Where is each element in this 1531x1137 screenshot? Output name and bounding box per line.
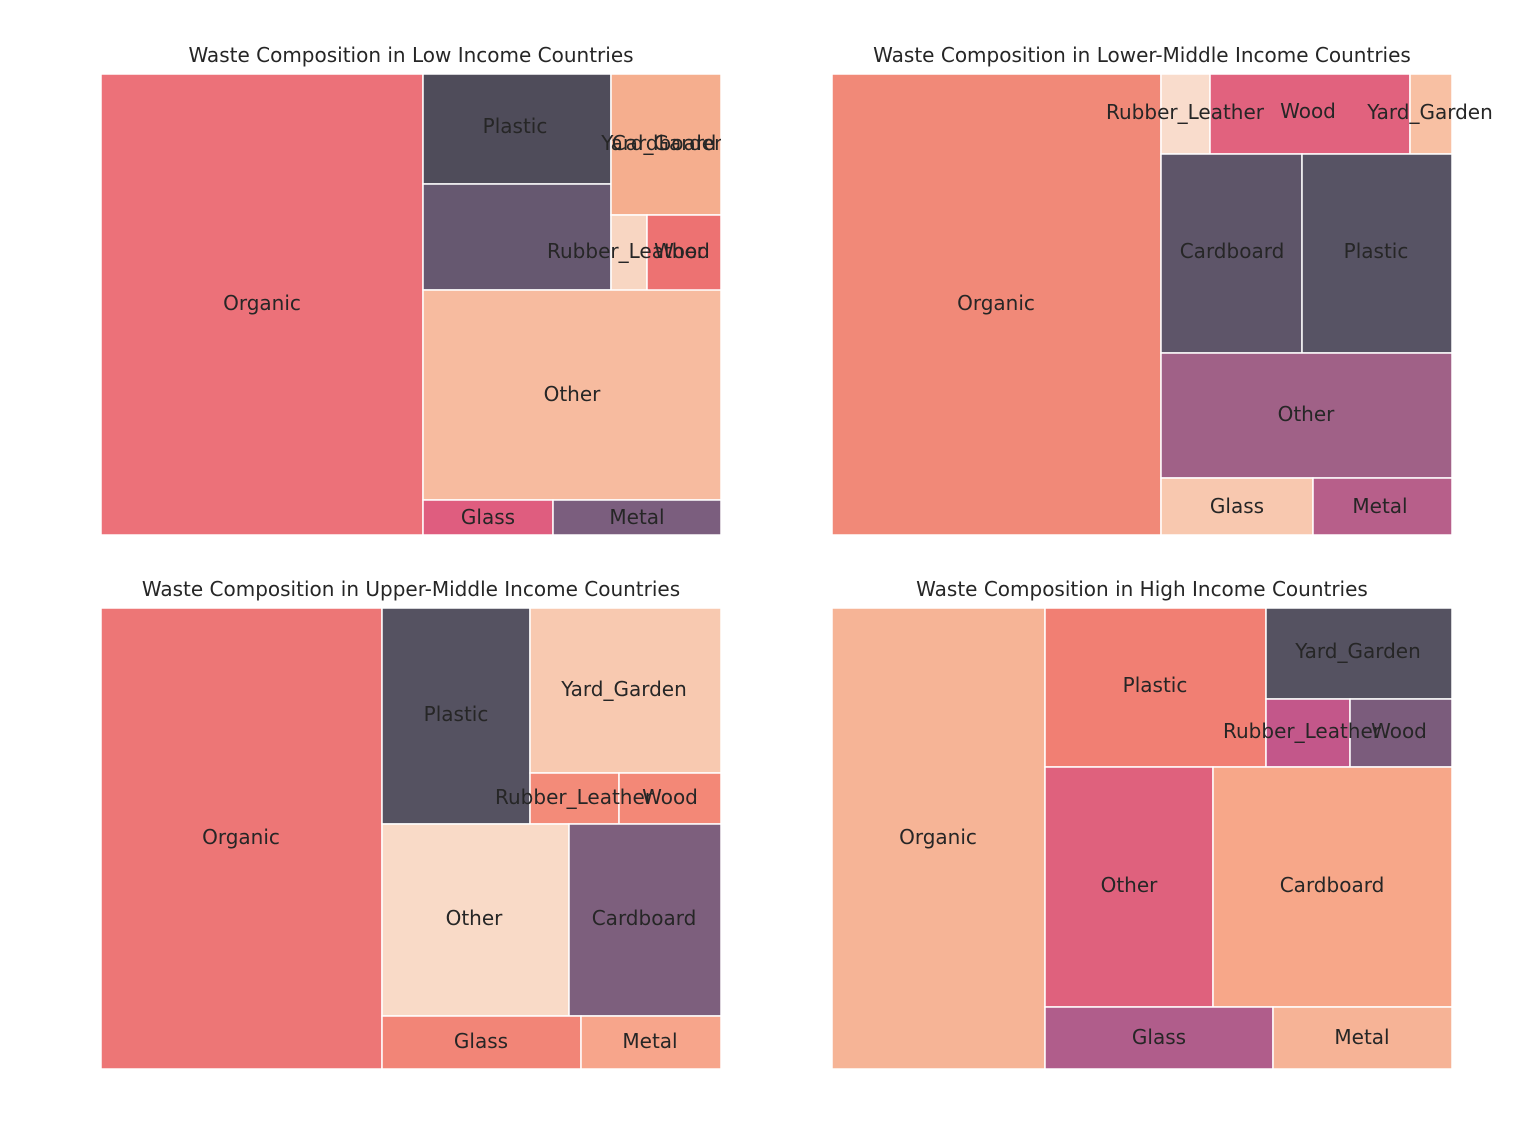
treemap-panel-high: Waste Composition in High Income Countri… — [832, 574, 1452, 1070]
treemap-cell-organic — [101, 608, 383, 1069]
treemap-label-plastic: Plastic — [1123, 673, 1188, 697]
treemap-label-glass: Glass — [1210, 494, 1264, 518]
treemap-label-glass: Glass — [461, 505, 515, 529]
treemap-panel-low: Waste Composition in Low Income Countrie… — [101, 40, 721, 536]
treemap-cell-plastic — [381, 608, 531, 825]
treemap-cell-yard-garden — [1409, 73, 1453, 155]
treemap-label-metal: Metal — [1334, 1025, 1389, 1049]
treemap-label-rubber-leather: Rubber_Leather — [1106, 100, 1265, 124]
treemap-cell-other — [422, 289, 721, 501]
treemap-label-metal: Metal — [622, 1029, 677, 1053]
treemap-label-wood: Wood — [1280, 99, 1336, 123]
treemap-cell-cardboard — [422, 183, 612, 291]
chart-title: Waste Composition in Low Income Countrie… — [188, 43, 634, 67]
treemap-cell-cardboard — [1160, 153, 1303, 354]
treemap-label-yard-garden: Yard_Garden — [560, 677, 687, 701]
treemap-label-wood: Wood — [1371, 719, 1427, 743]
treemap-cell-glass — [381, 1015, 582, 1069]
treemap-cell-rubber-leather — [610, 214, 648, 292]
treemap-cell-organic — [832, 608, 1046, 1069]
treemap-label-yard-garden: Yard_Garden — [1366, 100, 1493, 124]
treemap-cell-wood — [618, 772, 721, 825]
treemap-label-rubber-leather: Rubber_Leather — [547, 239, 706, 263]
treemap-label-yard-garden: Yard_Garden — [1294, 639, 1421, 663]
treemap-label-organic: Organic — [957, 291, 1035, 315]
treemap-label-wood: Wood — [642, 785, 698, 809]
treemap-label-other: Other — [544, 382, 602, 406]
treemap-cell-wood — [1209, 73, 1411, 155]
chart-title: Waste Composition in Upper-Middle Income… — [141, 577, 681, 601]
treemap-label-glass: Glass — [454, 1029, 508, 1053]
treemap-label-glass: Glass — [1132, 1025, 1186, 1049]
treemap-cell-metal — [1272, 1006, 1452, 1069]
treemap-panel-upper-middle: Waste Composition in Upper-Middle Income… — [101, 574, 721, 1070]
treemap-cell-metal — [552, 499, 721, 535]
chart-title: Waste Composition in High Income Countri… — [916, 577, 1368, 601]
treemap-label-cardboard: Cardboard — [612, 131, 717, 155]
treemap-label-metal: Metal — [1352, 494, 1407, 518]
treemap-label-cardboard: Cardboard — [1180, 239, 1285, 263]
treemap-label-other: Other — [1278, 402, 1336, 426]
treemap-plot: Organic Plastic Yard_Garden Rubber_LeatherW… — [832, 608, 1452, 1069]
treemap-cell-plastic — [1301, 153, 1453, 354]
treemap-label-wood: Wood — [654, 239, 710, 263]
treemap-label-other: Other — [446, 906, 504, 930]
treemap-cell-glass — [1160, 477, 1314, 536]
treemap-cell-rubber-leather — [529, 772, 620, 825]
treemap-cell-other — [381, 823, 570, 1017]
treemap-panel-lower-middle: Waste Composition in Lower-Middle Income… — [831, 40, 1493, 536]
treemap-cell-yard-garden — [1265, 608, 1452, 700]
treemap-label-rubber-leather: Rubber_Leather — [495, 785, 654, 809]
treemap-label-organic: Organic — [202, 825, 280, 849]
treemap-cell-plastic — [1044, 608, 1267, 768]
treemap-cell-other — [1044, 766, 1214, 1008]
treemap-cell-yard-garden — [529, 608, 721, 774]
treemap-plot: Organic Plastic Yard_Garden Rubber_LeatherW… — [101, 608, 721, 1069]
treemap-cell-metal — [1312, 477, 1453, 536]
treemap-cell-rubber-leather — [1265, 698, 1351, 768]
treemap-cell-other — [1160, 352, 1453, 479]
treemap-label-organic: Organic — [899, 825, 977, 849]
chart-title: Waste Composition in Lower-Middle Income… — [873, 43, 1411, 67]
treemap-plot: Organic Rubber_Leather Wood Yard_Garden Card… — [831, 73, 1493, 536]
treemap-cell-yard-garden — [610, 74, 721, 216]
treemap-cell-wood — [1349, 698, 1452, 768]
treemap-label-cardboard: Cardboard — [1280, 873, 1385, 897]
treemap-cell-metal — [580, 1015, 721, 1069]
treemap-label-plastic: Plastic — [424, 702, 489, 726]
treemap-label-plastic: Plastic — [1344, 239, 1409, 263]
treemap-cell-organic — [101, 74, 424, 535]
treemap-cell-organic — [831, 73, 1162, 536]
treemap-cell-cardboard — [1212, 766, 1452, 1008]
treemap-cell-cardboard — [568, 823, 721, 1017]
treemap-cell-wood — [646, 214, 721, 292]
treemap-label-metal: Metal — [609, 505, 664, 529]
treemap-label-organic: Organic — [223, 291, 301, 315]
treemap-label-other: Other — [1101, 873, 1159, 897]
treemap-label-yard-garden: Yard_Garden — [600, 131, 721, 155]
treemap-label-plastic: Plastic — [483, 114, 548, 138]
treemap-cell-plastic — [422, 74, 612, 185]
treemap-label-cardboard: Cardboard — [592, 906, 697, 930]
treemap-cell-glass — [422, 499, 554, 535]
treemap-label-rubber-leather: Rubber_Leather — [1223, 719, 1382, 743]
